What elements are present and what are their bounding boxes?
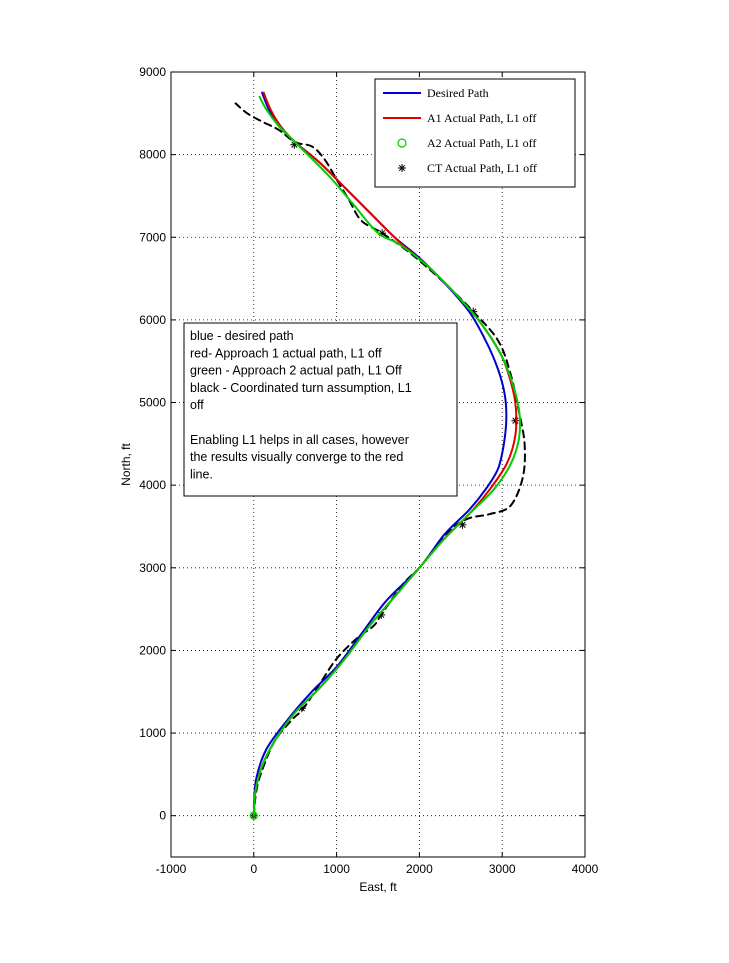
series-line-2 [252, 95, 522, 817]
x-tick-label: 3000 [489, 862, 516, 876]
y-tick-label: 0 [159, 809, 166, 823]
y-tick-label: 2000 [139, 643, 166, 657]
legend-label: CT Actual Path, L1 off [427, 161, 537, 175]
legend-label: A1 Actual Path, L1 off [427, 111, 536, 125]
star-stroke [459, 521, 466, 528]
y-axis-label: North, ft [119, 442, 133, 485]
x-tick-label: 2000 [406, 862, 433, 876]
legend: Desired Path A1 Actual Path, L1 off A2 Act… [374, 78, 576, 188]
axes-frame [170, 71, 586, 858]
legend-swatch [398, 164, 406, 172]
annotation-line: red- Approach 1 actual path, L1 off [190, 346, 382, 360]
annotation-line: the results visually converge to the red [190, 450, 403, 464]
x-axis-label: East, ft [359, 880, 397, 894]
star-stroke [378, 611, 385, 619]
annotation-frame [183, 322, 458, 497]
y-tick-label: 3000 [139, 561, 166, 575]
legend-label: Desired Path [427, 86, 489, 100]
x-tick-label: 4000 [572, 862, 599, 876]
legend-box [374, 78, 576, 188]
series-layer [234, 91, 526, 820]
annotation-line: line. [190, 467, 213, 481]
annotation-line: green - Approach 2 actual path, L1 Off [190, 364, 402, 378]
y-tick-label: 9000 [139, 65, 166, 79]
annotation-line: black - Coordinated turn assumption, L1 [190, 381, 412, 395]
a2-marker [249, 811, 258, 820]
annotation-line: blue - desired path [190, 329, 294, 343]
star-stroke [398, 164, 406, 172]
star-stroke [298, 705, 305, 712]
legend-swatch [397, 138, 407, 148]
y-tick-label: 7000 [139, 230, 166, 244]
legend-label: A2 Actual Path, L1 off [427, 136, 536, 150]
x-tick-label: 1000 [323, 862, 350, 876]
tick-marks [170, 71, 586, 857]
annotation-line: Enabling L1 helps in all cases, however [190, 433, 409, 447]
y-tick-label: 5000 [139, 396, 166, 410]
y-tick-label: 8000 [139, 148, 166, 162]
x-tick-label: 0 [250, 862, 257, 876]
legend-entry: CT Actual Path, L1 off [398, 161, 537, 175]
annotation-line: off [190, 398, 204, 412]
y-tick-label: 6000 [139, 313, 166, 327]
y-tick-label: 4000 [139, 478, 166, 492]
x-tick-labels: -1000 0 1000 2000 3000 4000 [156, 862, 599, 876]
y-tick-label: 1000 [139, 726, 166, 740]
legend-entry: Desired Path [383, 86, 489, 100]
annotation-box: blue - desired path red- Approach 1 actua… [183, 322, 458, 497]
legend-entry: A1 Actual Path, L1 off [383, 111, 536, 125]
x-tick-label: -1000 [156, 862, 187, 876]
y-tick-labels: 0 1000 2000 3000 4000 5000 6000 7000 8000 9000 [139, 65, 166, 823]
legend-entry: A2 Actual Path, L1 off [397, 136, 536, 150]
